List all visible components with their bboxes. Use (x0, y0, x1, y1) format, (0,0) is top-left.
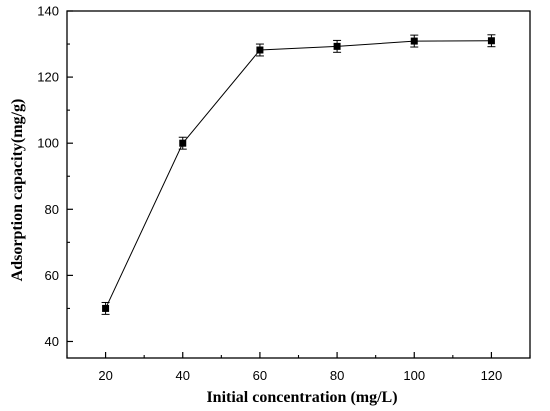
x-tick-label: 120 (481, 368, 503, 383)
y-tick-label: 80 (45, 202, 59, 217)
tick-labels: 20 40 60 80 100 120 40 60 80 100 120 140 (37, 4, 502, 384)
data-point (333, 42, 341, 50)
x-tick-label: 20 (98, 368, 112, 383)
y-tick-label: 140 (37, 4, 59, 19)
x-tick-label: 40 (176, 368, 190, 383)
plot-frame (66, 10, 531, 359)
y-tick-label: 100 (37, 136, 59, 151)
x-tick-label: 80 (330, 368, 344, 383)
data-point (487, 37, 495, 45)
data-point (179, 139, 187, 147)
series-line (105, 40, 492, 309)
axis-ticks (66, 10, 531, 358)
y-tick-label: 60 (45, 268, 59, 283)
data-point (102, 304, 110, 312)
data-series (101, 34, 496, 315)
data-point (410, 37, 418, 45)
x-tick-label: 60 (253, 368, 267, 383)
y-axis-title: Adsorption capacity(mg/g) (9, 99, 26, 282)
x-axis-title: Initial concentration (mg/L) (206, 389, 397, 406)
data-point (256, 46, 264, 54)
y-tick-label: 120 (37, 70, 59, 85)
x-tick-label: 100 (403, 368, 425, 383)
plot-area (66, 10, 531, 359)
y-tick-label: 40 (45, 334, 59, 349)
